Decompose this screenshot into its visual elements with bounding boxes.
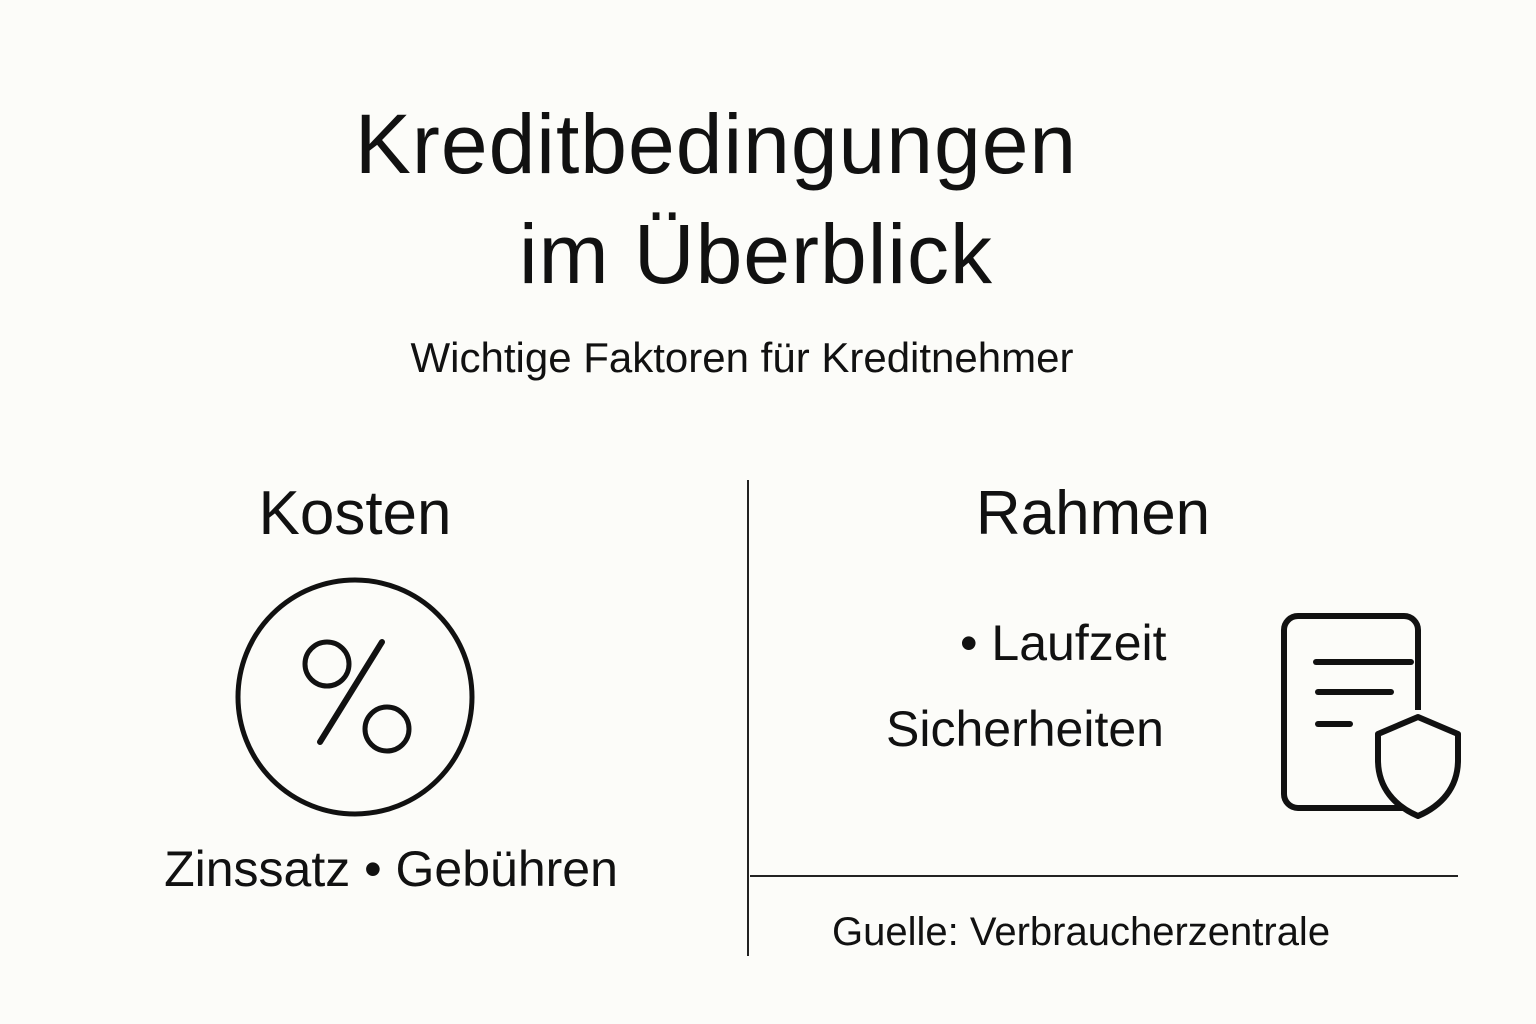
subtitle: Wichtige Faktoren für Kreditnehmer	[410, 334, 1074, 381]
vertical-divider	[747, 480, 749, 956]
laufzeit-item: • Laufzeit	[960, 615, 1167, 671]
document-shield-icon	[1281, 613, 1461, 819]
title-line-2: im Überblick	[518, 207, 994, 301]
kosten-items: Zinssatz • Gebühren	[164, 841, 618, 897]
title-line-1: Kreditbedingungen	[354, 97, 1078, 191]
source-note: Guelle: Verbraucherzentrale	[832, 910, 1331, 954]
sicherheiten-item: Sicherheiten	[886, 701, 1164, 757]
kosten-heading: Kosten	[258, 479, 452, 548]
horizontal-divider	[750, 875, 1458, 877]
percent-circle-icon	[235, 577, 475, 817]
rahmen-heading: Rahmen	[975, 479, 1211, 548]
